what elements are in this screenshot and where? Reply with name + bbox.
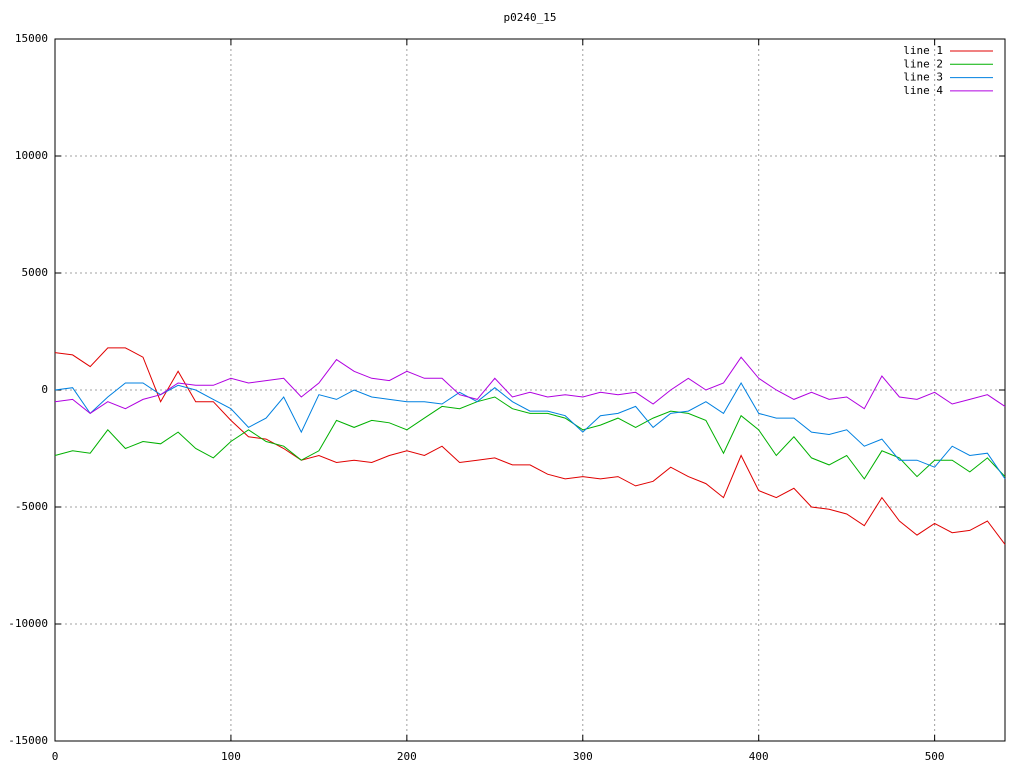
legend-label: line 1: [903, 44, 943, 57]
legend-label: line 3: [903, 71, 943, 84]
x-tick-label: 200: [397, 750, 417, 763]
chart-title: p0240_15: [504, 11, 557, 24]
series-line: [54, 382, 1006, 480]
y-tick-label: 0: [41, 383, 48, 396]
y-tick-label: 10000: [15, 149, 48, 162]
x-tick-label: 400: [749, 750, 769, 763]
y-tick-label: -10000: [8, 617, 48, 630]
series-line: [54, 347, 1006, 545]
x-tick-label: 0: [52, 750, 59, 763]
y-tick-label: -15000: [8, 734, 48, 747]
x-tick-label: 300: [573, 750, 593, 763]
series-line: [54, 356, 1006, 415]
y-tick-label: -5000: [15, 500, 48, 513]
series-line: [54, 396, 1006, 480]
x-tick-label: 500: [925, 750, 945, 763]
x-tick-label: 100: [221, 750, 241, 763]
y-tick-label: 15000: [15, 32, 48, 45]
legend-label: line 2: [903, 57, 943, 70]
y-tick-label: 5000: [22, 266, 49, 279]
legend-label: line 4: [903, 84, 943, 97]
